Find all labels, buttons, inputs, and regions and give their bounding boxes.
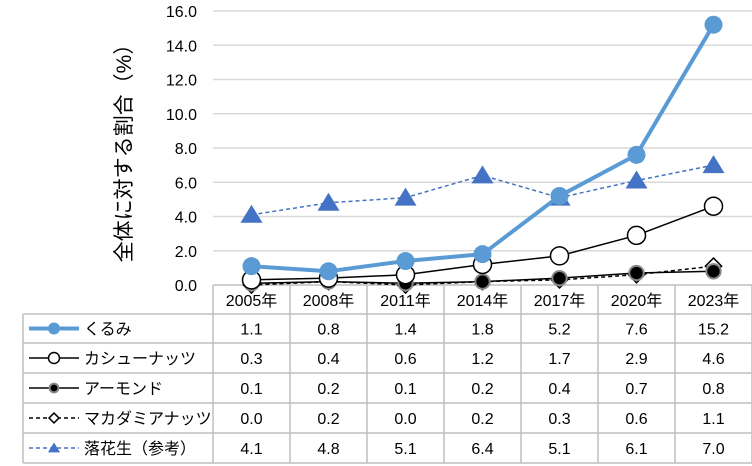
legend-label: マカダミアナッツ: [84, 410, 212, 428]
data-point: [704, 15, 723, 34]
legend-label: カシューナッツ: [84, 351, 196, 368]
legend-label: 落花生（参考）: [84, 440, 196, 458]
table-cell: 0.2: [471, 381, 493, 398]
y-tick-label: 8.0: [175, 141, 197, 158]
data-point: [702, 155, 725, 174]
data-point: [317, 192, 340, 211]
data-point: [394, 187, 417, 206]
y-tick-label: 6.0: [175, 175, 197, 192]
table-cell: 0.8: [702, 381, 724, 398]
table-cell: 0.3: [240, 351, 262, 368]
table-cell: 1.4: [394, 322, 416, 339]
data-point: [396, 252, 415, 271]
table-cell: 4.8: [317, 441, 339, 458]
y-tick-label: 10.0: [166, 107, 197, 124]
table-cell: 1.2: [471, 351, 493, 368]
x-tick-label: 2020年: [611, 292, 663, 310]
y-tick-label: 14.0: [166, 38, 197, 55]
data-point: [47, 411, 61, 425]
y-tick-label: 0.0: [175, 278, 197, 295]
table-cell: 6.4: [471, 441, 493, 458]
table-cell: 0.6: [394, 351, 416, 368]
y-tick-label: 12.0: [166, 73, 197, 90]
table-cell: 1.1: [702, 411, 724, 428]
y-tick-label: 16.0: [166, 4, 197, 21]
table-cell: 4.1: [240, 441, 262, 458]
table-cell: 1.8: [471, 322, 493, 339]
table-cell: 0.3: [548, 411, 570, 428]
table-cell: 7.0: [702, 441, 724, 458]
x-tick-label: 2005年: [226, 292, 278, 310]
y-tick-label: 4.0: [175, 210, 197, 227]
table-cell: 5.1: [548, 441, 570, 458]
table-cell: 2.9: [625, 351, 647, 368]
data-point: [48, 322, 60, 335]
x-tick-label: 2023年: [688, 292, 740, 310]
table-cell: 4.6: [702, 351, 724, 368]
table-cell: 0.4: [317, 351, 339, 368]
x-tick-label: 2014年: [457, 292, 509, 310]
table-cell: 0.2: [317, 381, 339, 398]
table-cell: 0.4: [548, 381, 570, 398]
legend-label: くるみ: [84, 322, 132, 339]
table-cell: 0.8: [317, 322, 339, 339]
data-point: [47, 351, 61, 365]
data-point: [471, 165, 494, 184]
data-point: [319, 262, 338, 281]
table-cell: 0.2: [317, 411, 339, 428]
data-point: [473, 245, 492, 264]
table-cell: 0.2: [471, 411, 493, 428]
table-cell: 0.0: [394, 411, 416, 428]
table-cell: 6.1: [625, 441, 647, 458]
table-cell: 0.6: [625, 411, 647, 428]
y-axis-label: 全体に対する割合（%）: [113, 34, 136, 263]
data-point: [242, 257, 261, 276]
table-cell: 15.2: [698, 322, 729, 339]
data-point: [626, 225, 647, 246]
table-cell: 1.1: [240, 322, 262, 339]
table-cell: 5.2: [548, 322, 570, 339]
table-cell: 0.7: [625, 381, 647, 398]
data-point: [549, 246, 570, 266]
y-tick-label: 2.0: [175, 244, 197, 261]
x-tick-label: 2011年: [380, 292, 430, 310]
data-point: [240, 204, 263, 223]
x-tick-label: 2008年: [303, 292, 355, 310]
data-point: [474, 273, 491, 290]
data-point: [705, 263, 722, 280]
table-cell: 5.1: [394, 441, 416, 458]
data-point: [625, 170, 648, 189]
table-cell: 7.6: [625, 322, 647, 339]
x-tick-label: 2017年: [534, 292, 586, 310]
data-point: [627, 145, 646, 164]
data-point: [47, 442, 61, 453]
legend-label: アーモンド: [84, 381, 163, 398]
data-point: [551, 269, 568, 287]
table-cell: 0.0: [240, 411, 262, 428]
data-point: [550, 186, 569, 205]
data-point: [703, 196, 724, 216]
table-cell: 0.1: [394, 381, 416, 398]
data-point: [628, 264, 645, 282]
table-cell: 1.7: [548, 351, 570, 368]
data-point: [48, 382, 60, 394]
table-cell: 0.1: [240, 381, 262, 398]
